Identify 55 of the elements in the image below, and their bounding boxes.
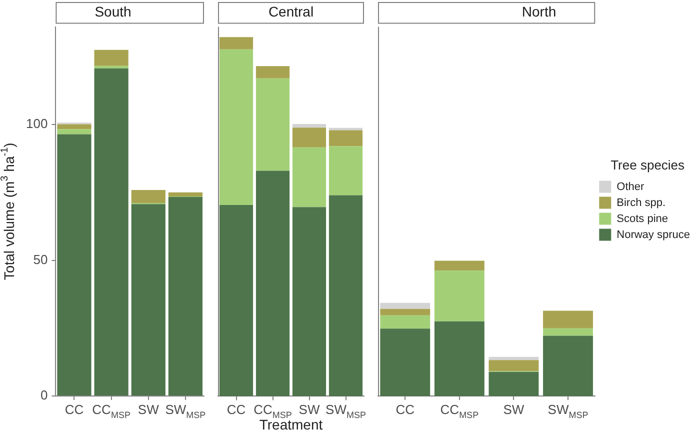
bar xyxy=(543,310,593,328)
legend-label: Norway spruce xyxy=(616,228,690,241)
legend-label: Other xyxy=(616,180,644,193)
bar xyxy=(380,315,430,329)
bar xyxy=(488,372,539,396)
bar xyxy=(292,124,326,128)
bar xyxy=(380,308,430,316)
legend-title: Tree species xyxy=(610,157,686,172)
y-axis-title: Total volume (m3 ha-1) xyxy=(0,142,17,280)
bar xyxy=(380,302,430,309)
chart-title: Central xyxy=(268,3,314,20)
x-tick-label: CC xyxy=(396,402,415,417)
x-tick-label: SW xyxy=(298,402,320,418)
bar xyxy=(57,124,92,130)
bar xyxy=(434,270,484,322)
y-tick-label: 100 xyxy=(26,116,48,132)
bar xyxy=(488,356,539,360)
bar xyxy=(328,195,363,396)
x-tick-label: CC xyxy=(64,402,84,417)
bar xyxy=(168,197,203,396)
bar xyxy=(256,170,290,396)
chart-title: North xyxy=(522,3,556,20)
bar xyxy=(543,336,593,396)
bar xyxy=(219,204,254,396)
bar xyxy=(380,328,430,396)
bar xyxy=(292,128,326,148)
bar xyxy=(94,50,128,66)
y-tick-label: 0 xyxy=(40,388,48,403)
bar xyxy=(292,147,326,208)
bar xyxy=(168,192,203,196)
bar xyxy=(328,146,363,196)
bar xyxy=(57,129,92,134)
y-tick-label: 50 xyxy=(33,252,48,267)
legend-label: Scots pine xyxy=(616,212,668,225)
bar xyxy=(94,66,128,68)
x-tick-label: SW xyxy=(503,402,525,417)
bar xyxy=(219,49,254,205)
x-tick-label: CC xyxy=(226,402,246,418)
bar xyxy=(256,78,290,171)
bar xyxy=(543,328,593,336)
bar xyxy=(434,321,484,396)
bar xyxy=(434,260,484,271)
bar xyxy=(219,37,254,50)
x-tick-label: SW xyxy=(138,402,160,417)
legend-label: Birch spp. xyxy=(616,196,666,209)
bar xyxy=(328,130,363,146)
bar xyxy=(328,128,363,130)
bar xyxy=(131,190,166,203)
chart-title: South xyxy=(94,3,132,20)
bar xyxy=(94,68,128,396)
bar xyxy=(256,66,290,78)
bar xyxy=(292,207,326,396)
bar xyxy=(488,360,539,372)
bar xyxy=(131,204,166,396)
bar xyxy=(57,134,92,396)
